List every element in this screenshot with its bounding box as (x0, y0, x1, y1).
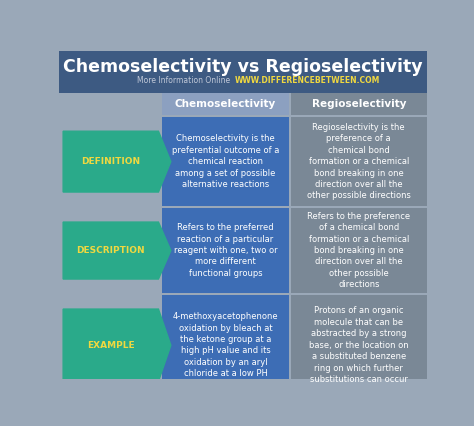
Text: Refers to the preferred
reaction of a particular
reagent with one, two or
more d: Refers to the preferred reaction of a pa… (173, 223, 277, 278)
FancyBboxPatch shape (162, 93, 290, 115)
Text: Chemoselectivity vs Regioselectivity: Chemoselectivity vs Regioselectivity (63, 58, 423, 75)
FancyBboxPatch shape (291, 93, 427, 115)
Text: DEFINITION: DEFINITION (81, 157, 140, 166)
FancyBboxPatch shape (291, 117, 427, 206)
Text: Protons of an organic
molecule that can be
abstracted by a strong
base, or the l: Protons of an organic molecule that can … (309, 306, 409, 384)
Text: More Information Online: More Information Online (137, 76, 230, 85)
Polygon shape (63, 131, 171, 192)
Polygon shape (63, 309, 171, 381)
FancyBboxPatch shape (162, 117, 290, 206)
Text: WWW.DIFFERENCEBETWEEN.COM: WWW.DIFFERENCEBETWEEN.COM (235, 76, 380, 85)
Text: Chemoselectivity: Chemoselectivity (175, 99, 276, 109)
FancyBboxPatch shape (59, 51, 427, 93)
Text: EXAMPLE: EXAMPLE (87, 341, 135, 350)
FancyBboxPatch shape (291, 295, 427, 395)
Polygon shape (63, 222, 171, 279)
FancyBboxPatch shape (291, 208, 427, 293)
FancyBboxPatch shape (162, 208, 290, 293)
Text: Refers to the preference
of a chemical bond
formation or a chemical
bond breakin: Refers to the preference of a chemical b… (307, 212, 410, 289)
Text: Chemoselectivity is the
preferential outcome of a
chemical reaction
among a set : Chemoselectivity is the preferential out… (172, 134, 279, 189)
Text: Regioselectivity is the
preference of a
chemical bond
formation or a chemical
bo: Regioselectivity is the preference of a … (307, 123, 411, 201)
Text: DESCRIPTION: DESCRIPTION (76, 246, 145, 255)
Text: 4-methoxyacetophenone
oxidation by bleach at
the ketone group at a
high pH value: 4-methoxyacetophenone oxidation by bleac… (173, 312, 278, 378)
FancyBboxPatch shape (162, 295, 290, 395)
Text: Regioselectivity: Regioselectivity (311, 99, 406, 109)
